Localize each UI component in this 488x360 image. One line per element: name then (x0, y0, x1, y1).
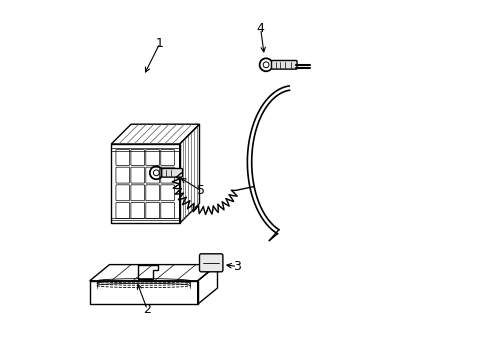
Text: 4: 4 (256, 22, 264, 35)
FancyBboxPatch shape (271, 60, 296, 69)
FancyBboxPatch shape (199, 254, 223, 272)
Text: 2: 2 (143, 303, 151, 316)
Text: 3: 3 (233, 260, 241, 273)
Text: 5: 5 (197, 184, 205, 197)
Text: 1: 1 (156, 37, 163, 50)
FancyBboxPatch shape (162, 168, 182, 177)
